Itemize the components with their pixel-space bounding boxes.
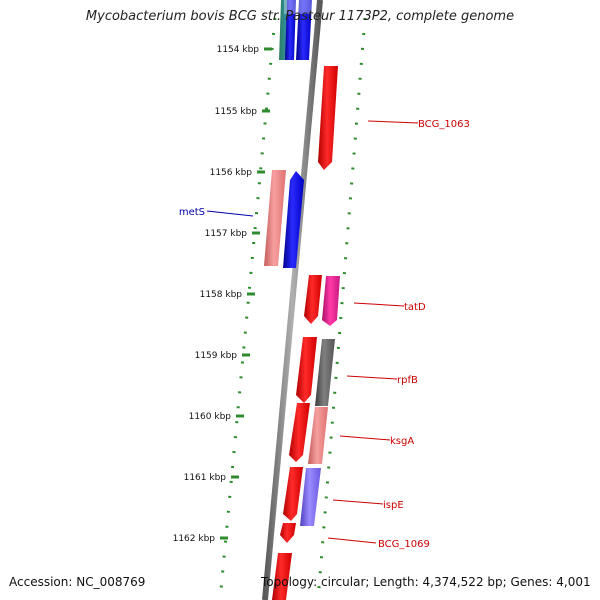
- gene-arrow-bottom-red: [272, 553, 292, 600]
- tick-label: 1157 kbp: [205, 229, 248, 239]
- reverse-ruler: [218, 17, 277, 600]
- gene-callout-line: [332, 499, 384, 505]
- tick-label: 1155 kbp: [215, 107, 258, 117]
- gene-arrow-ispe: [300, 468, 321, 526]
- gene-arrow-ksga: [308, 407, 328, 464]
- gene-arrow-salmon-mets-left: [264, 170, 286, 266]
- tick-label: 1158 kbp: [200, 290, 243, 300]
- tick-label: 1162 kbp: [173, 534, 216, 544]
- gene-arrow-red-tatd-left: [304, 275, 322, 324]
- gene-callout-line: [367, 120, 419, 124]
- topology-text: Topology: circular; Length: 4,374,522 bp…: [261, 575, 591, 589]
- tick-label: 1160 kbp: [189, 412, 232, 422]
- gene-arrow-top-blue-1: [285, 0, 296, 60]
- gene-label-ksga[interactable]: ksgA: [390, 436, 414, 447]
- gene-label-mets[interactable]: metS: [179, 207, 205, 218]
- gene-label-bcg_1069[interactable]: BCG_1069: [378, 539, 430, 550]
- gene-label-tatd[interactable]: tatD: [404, 302, 426, 313]
- gene-arrow-bcg1069: [280, 523, 296, 543]
- map-title: Mycobacterium bovis BCG str. Pasteur 117…: [85, 9, 515, 24]
- gene-arrow-red-ksga-left: [289, 403, 310, 462]
- gene-callout-line: [353, 302, 405, 307]
- gene-arrow-red-ispe-left: [283, 467, 303, 521]
- gene-arrow-bcg1063: [318, 66, 338, 170]
- tick-label: 1159 kbp: [195, 351, 238, 361]
- gene-arrow-red-rpfb-left: [296, 337, 317, 403]
- tick-label: 1156 kbp: [210, 168, 253, 178]
- gene-callout-line: [346, 375, 398, 380]
- gene-label-bcg_1063[interactable]: BCG_1063: [418, 119, 470, 130]
- gene-callout-line: [327, 537, 377, 544]
- tick-label: 1154 kbp: [217, 45, 260, 55]
- gene-arrow-top-blue-2: [296, 0, 312, 60]
- gene-label-ispe[interactable]: ispE: [383, 500, 404, 511]
- gene-callout-line: [206, 210, 254, 217]
- gene-highlight-top: [284, 0, 312, 14]
- gene-arrow-rpfb: [315, 339, 335, 406]
- gene-arrow-tatd: [322, 276, 340, 326]
- gene-arrow-mets: [283, 171, 304, 268]
- genome-backbone: [262, 0, 323, 600]
- gene-callout-line: [339, 435, 391, 441]
- accession-text: Accession: NC_008769: [9, 575, 146, 589]
- gene-label-rpfb[interactable]: rpfB: [397, 375, 418, 386]
- tick-label: 1161 kbp: [184, 473, 227, 483]
